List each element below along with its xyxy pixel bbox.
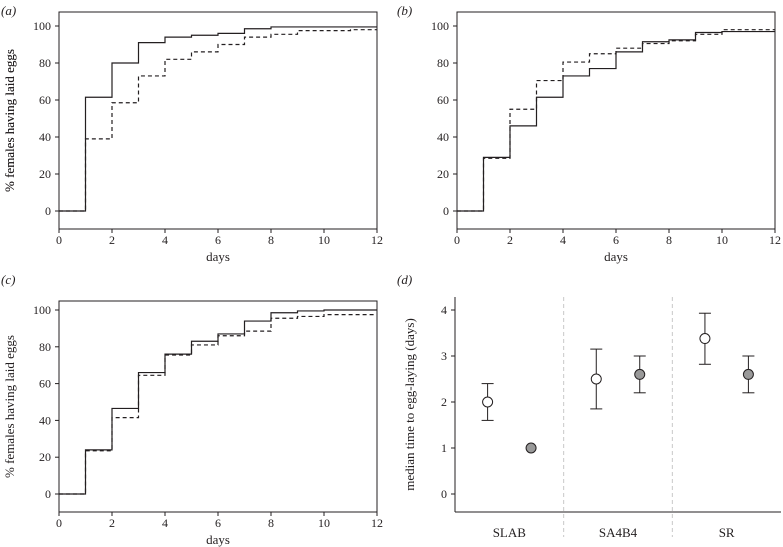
y-tick-label: 2	[441, 395, 447, 409]
panel-label: (a)	[1, 3, 16, 18]
y-tick-label: 60	[437, 93, 449, 107]
series-dashed-line	[59, 314, 377, 495]
y-axis-label: % females having laid eggs	[2, 49, 17, 192]
category-label: SR	[719, 525, 735, 540]
y-tick-label: 20	[437, 167, 449, 181]
y-tick-label: 40	[437, 130, 449, 144]
series-dashed-line	[457, 29, 775, 212]
x-tick-label: 12	[371, 233, 383, 247]
x-tick-label: 6	[613, 233, 619, 247]
y-tick-label: 100	[431, 19, 449, 33]
y-tick-label: 60	[39, 377, 51, 391]
x-tick-label: 0	[56, 516, 62, 530]
x-tick-label: 10	[318, 516, 330, 530]
y-tick-label: 0	[443, 204, 449, 218]
x-tick-label: 6	[215, 233, 221, 247]
x-tick-label: 4	[162, 516, 168, 530]
y-tick-label: 40	[39, 413, 51, 427]
plot-frame	[456, 11, 776, 230]
series-dashed-line	[59, 29, 377, 212]
x-tick-label: 10	[318, 233, 330, 247]
x-tick-label: 10	[716, 233, 728, 247]
x-tick-label: 8	[666, 233, 672, 247]
panel-2	[55, 300, 378, 516]
panel-0	[55, 11, 378, 233]
x-tick-label: 12	[371, 516, 383, 530]
y-axis-label: % females having laid eggs	[2, 49, 17, 192]
x-axis-label: days	[206, 532, 230, 547]
series-solid-line	[457, 30, 775, 212]
y-tick-label: 4	[441, 303, 447, 317]
point-filled	[525, 442, 537, 454]
x-tick-label: 8	[268, 516, 274, 530]
x-tick-label: 4	[162, 233, 168, 247]
panel-1	[453, 11, 776, 233]
x-tick-label: 0	[454, 233, 460, 247]
panel-label: (b)	[397, 3, 412, 18]
y-tick-label: 0	[45, 487, 51, 501]
x-axis-label: days	[206, 249, 230, 264]
panel-3	[451, 297, 781, 537]
point-filled	[634, 368, 646, 380]
point-open	[590, 373, 602, 385]
x-tick-label: 2	[109, 233, 115, 247]
category-label: SLAB	[493, 525, 527, 540]
x-tick-label: 2	[109, 516, 115, 530]
panel-label: (d)	[397, 272, 412, 287]
y-tick-label: 40	[39, 130, 51, 144]
x-tick-label: 2	[507, 233, 513, 247]
y-tick-label: 100	[33, 19, 51, 33]
y-tick-label: 1	[441, 441, 447, 455]
y-tick-label: 0	[45, 204, 51, 218]
x-axis-label: days	[604, 249, 628, 264]
plot-frame	[58, 300, 378, 513]
x-tick-label: 8	[268, 233, 274, 247]
y-tick-label: 20	[39, 450, 51, 464]
y-axis-label: median time to egg-laying (days)	[402, 318, 417, 491]
x-tick-label: 12	[769, 233, 781, 247]
y-tick-label: 80	[39, 340, 51, 354]
point-open	[482, 396, 494, 408]
y-tick-label: 0	[441, 487, 447, 501]
y-tick-label: 3	[441, 349, 447, 363]
y-tick-label: 80	[437, 56, 449, 70]
y-tick-label: 20	[39, 167, 51, 181]
y-tick-label: 60	[39, 93, 51, 107]
point-filled	[742, 368, 754, 380]
category-label: SA4B4	[599, 525, 638, 540]
y-tick-label: 80	[39, 56, 51, 70]
panel-label: (c)	[1, 272, 15, 287]
series-solid-line	[59, 26, 377, 212]
y-axis-label: % females having laid eggs	[2, 335, 17, 478]
point-open	[699, 333, 711, 345]
x-tick-label: 4	[560, 233, 566, 247]
y-tick-label: 100	[33, 303, 51, 317]
x-tick-label: 6	[215, 516, 221, 530]
x-tick-label: 0	[56, 233, 62, 247]
